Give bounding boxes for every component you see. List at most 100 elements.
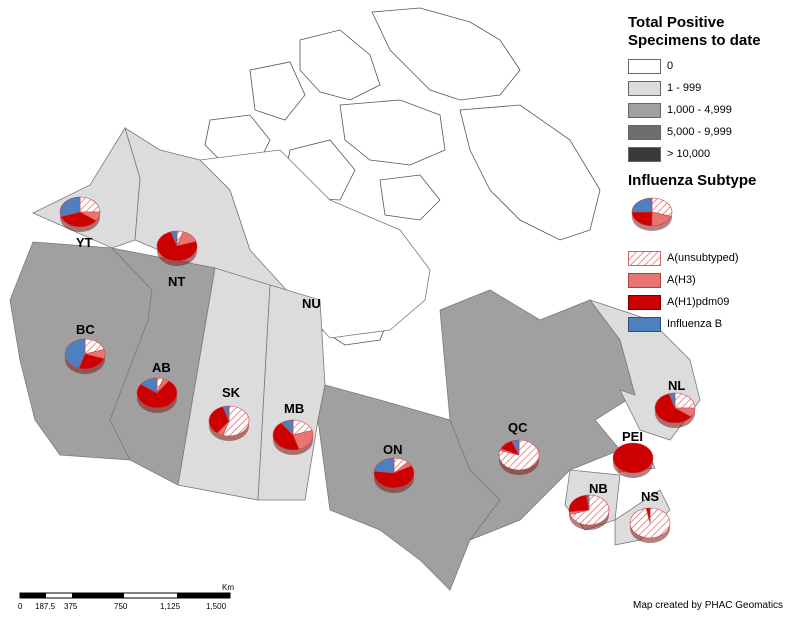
label-ON: ON (383, 442, 403, 457)
scale-segment-2 (72, 593, 124, 598)
pie-charts (59, 196, 696, 543)
scale-tick-0: 0 (18, 602, 23, 611)
legend-subtype-label: A(H1)pdm09 (667, 296, 730, 308)
label-SK: SK (222, 385, 241, 400)
legend-class-row: 1 - 999 (628, 78, 798, 100)
scale-tick-1: 187.5 (35, 602, 56, 611)
pie-ON (373, 457, 415, 493)
legend-class-label: 1,000 - 4,999 (667, 104, 732, 116)
scale-unit: Km (222, 583, 234, 592)
legend-class-label: > 10,000 (667, 148, 711, 160)
pie-slice-ON-influenza-b (373, 457, 395, 474)
pie-NS (629, 507, 671, 543)
scale-segment-3 (177, 593, 230, 598)
pie-slice-NB-influenza-b (586, 494, 590, 511)
pie-slice-ON-a-h1-pdm09 (373, 465, 415, 489)
map-credit: Map created by PHAC Geomatics (633, 600, 784, 611)
legend-class-row: > 10,000 (628, 144, 798, 166)
scale-tick-2: 375 (64, 602, 78, 611)
scale-tick-5: 1,500 (206, 602, 227, 611)
legend-title-line2: Specimens to date (628, 32, 761, 49)
swatch-1 (628, 81, 661, 96)
pie-slice-YT-a-unsubtyped- (79, 196, 101, 213)
province-MB (257, 284, 326, 501)
pie-NB (568, 494, 610, 530)
scale-tick-3: 750 (114, 602, 128, 611)
legend-subtype-row: A(H3) (628, 270, 798, 292)
pie-NT (156, 230, 198, 266)
pie-slice-NS-a-h1-pdm09 (645, 507, 651, 524)
label-NU: NU (302, 296, 321, 311)
label-NB: NB (589, 481, 608, 496)
legend-class-label: 0 (667, 60, 674, 72)
label-YT: YT (76, 235, 93, 250)
province-labels: YT NT NU BC AB SK MB ON QC NL PEI NB NS (76, 235, 685, 504)
pie-slice-YT-a-h1-pdm09 (60, 211, 97, 228)
label-NT: NT (168, 274, 185, 289)
pie-slice-Legend-influenza-b (631, 197, 653, 213)
pie-slice-NL-a-h1-pdm09 (654, 393, 692, 424)
legend-subtype-row: A(H1)pdm09 (628, 292, 798, 314)
swatch-4 (628, 147, 661, 162)
pie-slice-BC-influenza-b (64, 338, 86, 369)
pie-Legend (631, 197, 673, 231)
pie-SK (208, 405, 250, 441)
legend-title-line1: Total Positive (628, 14, 725, 31)
pie-slice-NL-influenza-b (668, 392, 676, 409)
scale-bar: Km 0 187.5 375 750 1,125 1,500 (18, 583, 234, 611)
pie-slice-Legend-a-unsubtyped- (651, 197, 673, 217)
swatch-0 (628, 59, 661, 74)
pie-slice-NB-a-unsubtyped- (569, 494, 610, 526)
swatch-2 (628, 103, 661, 118)
swatch-3 (628, 125, 661, 140)
legend-sample-pie (631, 197, 673, 231)
pie-slice-QC-influenza-b (511, 439, 520, 456)
legend-subtype-label: A(unsubtyped) (667, 252, 739, 264)
pie-slice-NB-a-h1-pdm09 (568, 494, 590, 513)
pie-slice-NT-a-h1-pdm09 (156, 231, 198, 262)
scale-tick-4: 1,125 (160, 602, 181, 611)
legend-subtype-title: Influenza Subtype (628, 172, 757, 189)
label-QC: QC (508, 420, 528, 435)
swatch-h3 (628, 273, 661, 288)
label-PEI: PEI (622, 429, 643, 444)
pie-slice-MB-influenza-b (280, 419, 294, 436)
pie-slice-AB-influenza-b (140, 377, 158, 394)
province-NU (199, 149, 431, 339)
pie-QC (498, 439, 540, 475)
swatch-unsubtyped (628, 251, 661, 266)
pie-slice-Legend-a-h1-pdm09 (631, 211, 653, 227)
label-NL: NL (668, 378, 685, 393)
pie-slice-NT-influenza-b (170, 230, 178, 247)
legend-class-row: 5,000 - 9,999 (628, 122, 798, 144)
legend-subtype-row: Influenza B (628, 314, 798, 336)
pie-NL (654, 392, 696, 428)
label-AB: AB (152, 360, 171, 375)
legend-class-label: 5,000 - 9,999 (667, 126, 732, 138)
pie-slice-MB-a-h1-pdm09 (272, 422, 300, 451)
pie-slice-MB-a-h3- (292, 430, 314, 450)
pie-BC (64, 338, 106, 374)
pie-PEI (612, 442, 654, 478)
legend-subtype-label: Influenza B (667, 318, 723, 330)
pie-slice-PEI-a-h1-pdm09 (612, 442, 654, 474)
pie-YT (59, 196, 101, 232)
map-legend: Total Positive Specimens to date 0 1 - 9… (628, 14, 798, 336)
pie-MB (272, 419, 314, 455)
pie-AB (136, 377, 178, 413)
pie-slice-NL-a-unsubtyped- (674, 392, 696, 409)
scale-segment-1 (20, 593, 46, 598)
legend-subtype-row: A(unsubtyped) (628, 248, 798, 270)
pie-slice-YT-influenza-b (59, 196, 81, 217)
swatch-h1 (628, 295, 661, 310)
pie-slice-SK-influenza-b (222, 405, 230, 422)
legend-class-label: 1 - 999 (667, 82, 702, 94)
label-MB: MB (284, 401, 304, 416)
legend-subtype-label: A(H3) (667, 274, 696, 286)
legend-class-row: 1,000 - 4,999 (628, 100, 798, 122)
pie-slice-SK-a-h1-pdm09 (208, 406, 230, 434)
label-NS: NS (641, 489, 659, 504)
legend-class-row: 0 (628, 56, 798, 78)
pie-slice-SK-a-unsubtyped- (222, 405, 250, 437)
